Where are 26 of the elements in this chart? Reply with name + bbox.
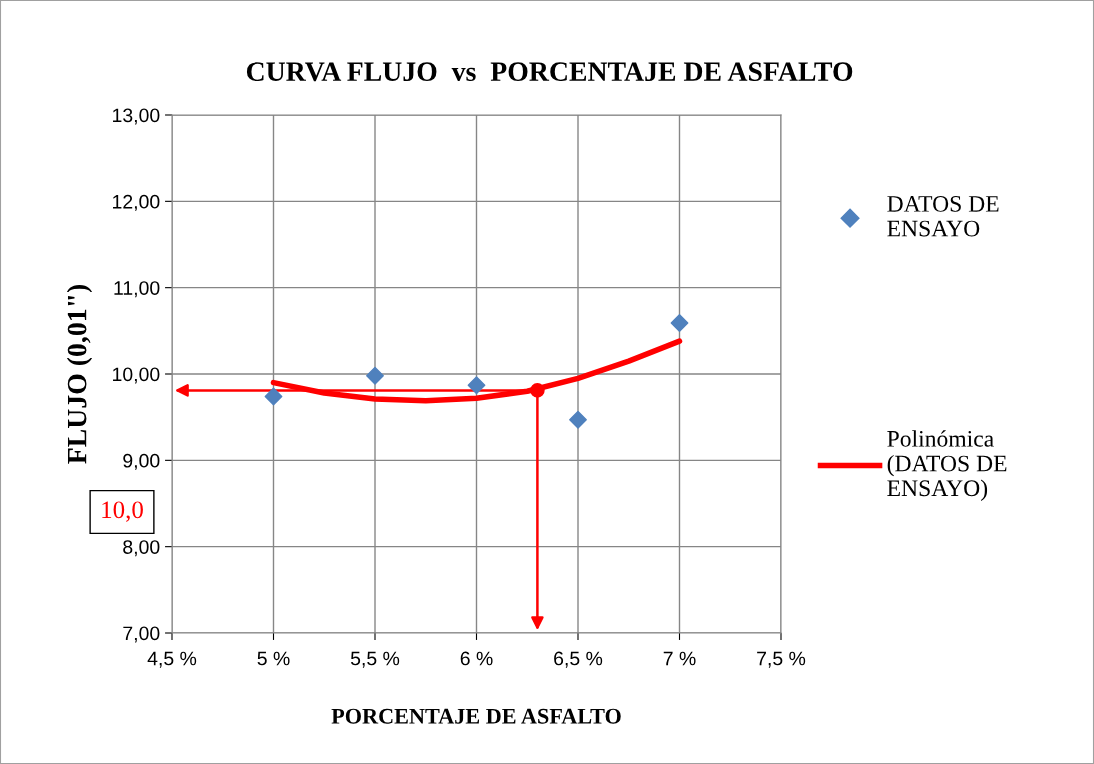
x-tick-label: 4,5 % <box>147 651 197 668</box>
y-tick-label: 7,00 <box>123 626 160 643</box>
y-tick-label: 9,00 <box>123 453 160 470</box>
y-tick-label: 12,00 <box>113 194 160 211</box>
y-axis-title: FLUJO (0,01") <box>66 284 93 464</box>
y-tick-label: 10,00 <box>113 367 160 384</box>
point <box>530 383 545 398</box>
x-axis-title: PORCENTAJE DE ASFALTO <box>331 708 621 724</box>
point <box>467 376 486 395</box>
text: 10,0 <box>102 501 143 522</box>
x-tick-label: 5,5 % <box>350 651 400 668</box>
y-tick-label: 13,00 <box>113 108 160 125</box>
x-tick-label: 7,5 % <box>757 651 806 668</box>
chart-title: CURVA FLUJO vs PORCENTAJE DE ASFALTO <box>246 62 853 82</box>
x-tick-label: 6 % <box>460 651 493 666</box>
x-tick-label: 7 % <box>663 651 696 666</box>
point <box>264 387 283 406</box>
x-tick-label: 5 % <box>257 651 290 666</box>
y-tick-label: 11,00 <box>114 281 160 298</box>
point <box>670 314 689 332</box>
x-tick-label: 6,5 % <box>554 651 603 668</box>
point <box>366 366 384 385</box>
legend-label: Polinómica (DATOS DE ENSAYO) <box>887 430 1007 501</box>
legend-label: DATOS DE ENSAYO <box>887 195 999 237</box>
y-tick-label: 8,00 <box>123 540 160 557</box>
point <box>569 410 587 429</box>
